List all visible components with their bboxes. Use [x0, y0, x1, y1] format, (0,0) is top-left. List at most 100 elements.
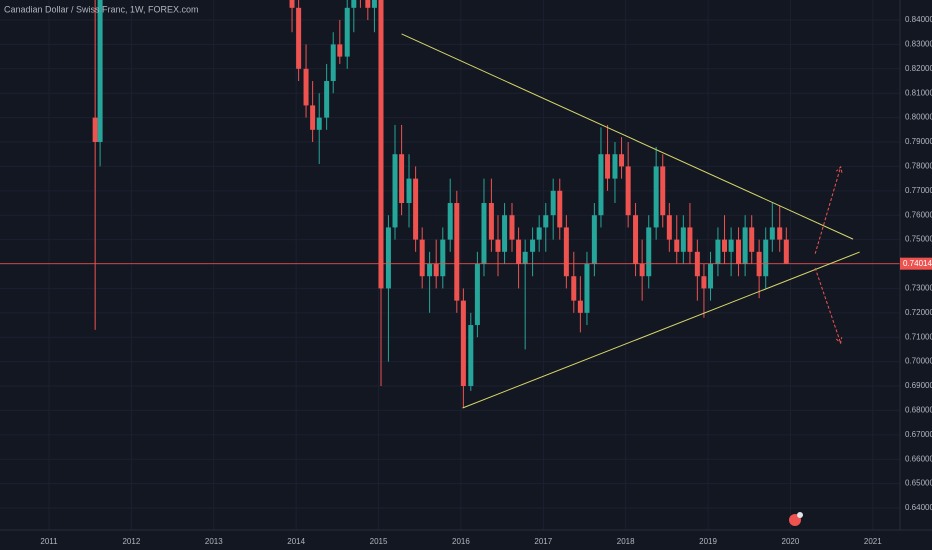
candle-body	[365, 0, 371, 8]
candle-body	[481, 203, 487, 265]
plot-area	[0, 0, 900, 409]
y-tick-label: 0.80000	[905, 113, 932, 122]
candle-body	[543, 215, 549, 228]
candle-body	[92, 117, 98, 143]
x-tick-label: 2014	[287, 537, 305, 546]
candle-body	[427, 264, 433, 277]
candle-body	[516, 239, 522, 265]
candle-body	[598, 154, 604, 216]
candle-body	[633, 215, 639, 265]
x-tick-label: 2011	[40, 537, 58, 546]
candle-body	[310, 105, 316, 130]
candle-body	[378, 0, 384, 289]
candle-body	[625, 166, 631, 216]
candle-body	[399, 154, 405, 204]
candle-body	[474, 264, 480, 326]
y-tick-label: 0.66000	[905, 454, 932, 463]
y-tick-label: 0.78000	[905, 162, 932, 171]
candle-body	[530, 239, 536, 252]
candle-body	[591, 215, 597, 265]
candle-body	[674, 239, 680, 252]
candle-body	[742, 227, 748, 265]
candle-body	[289, 0, 295, 8]
candle-body	[392, 154, 398, 228]
x-tick-label: 2018	[617, 537, 635, 546]
last-price-label: 0.74014	[903, 259, 932, 268]
candle-body	[577, 300, 583, 313]
candle-body	[460, 300, 466, 387]
candle-body	[406, 178, 412, 204]
candle-body	[777, 227, 783, 240]
y-tick-label: 0.75000	[905, 235, 932, 244]
y-tick-label: 0.69000	[905, 381, 932, 390]
x-tick-label: 2019	[699, 537, 717, 546]
candle-body	[296, 7, 302, 69]
candle-body	[722, 239, 728, 252]
candle-body	[571, 276, 577, 301]
candle-body	[783, 239, 789, 264]
y-tick-label: 0.79000	[905, 137, 932, 146]
candle-body	[447, 203, 453, 240]
y-tick-label: 0.77000	[905, 186, 932, 195]
arrow	[814, 267, 843, 345]
candle-body	[316, 117, 322, 130]
x-tick-label: 2021	[864, 537, 882, 546]
candle-body	[736, 239, 742, 265]
candle-body	[344, 7, 350, 57]
y-tick-label: 0.73000	[905, 284, 932, 293]
candle-body	[728, 239, 734, 252]
candle-body	[715, 239, 721, 265]
y-tick-label: 0.83000	[905, 40, 932, 49]
candle-body	[749, 227, 755, 252]
candle-body	[324, 81, 330, 118]
y-tick-label: 0.72000	[905, 308, 932, 317]
y-tick-label: 0.64000	[905, 503, 932, 512]
x-tick-label: 2015	[370, 537, 388, 546]
arrow	[814, 165, 843, 254]
candle-body	[612, 154, 618, 179]
y-tick-label: 0.71000	[905, 332, 932, 341]
candle-body	[660, 166, 666, 216]
candle-body	[488, 203, 494, 240]
candle-body	[557, 190, 563, 228]
x-tick-label: 2013	[205, 537, 223, 546]
x-tick-label: 2016	[452, 537, 470, 546]
y-tick-label: 0.68000	[905, 406, 932, 415]
candle-body	[646, 227, 652, 277]
y-tick-label: 0.81000	[905, 88, 932, 97]
candle-body	[639, 264, 645, 277]
candle-body	[584, 264, 590, 313]
candle-body	[550, 190, 556, 216]
candle-body	[680, 227, 686, 252]
y-tick-label: 0.84000	[905, 15, 932, 24]
candle-body	[522, 251, 528, 265]
candle-body	[605, 154, 611, 179]
candle-body	[337, 44, 343, 57]
trend-line	[462, 251, 860, 409]
axes: 0.64000 0.65000 0.66000 0.67000 0.68000 0.690…	[40, 15, 932, 546]
candle-body	[419, 239, 425, 277]
candle-body	[502, 215, 508, 252]
candle-body	[536, 227, 542, 240]
candle-body	[433, 264, 439, 277]
candle-body	[330, 44, 336, 82]
chart-title: Canadian Dollar / Swiss Franc, 1W, FOREX…	[4, 4, 199, 14]
candle-body	[763, 239, 769, 277]
x-tick-label: 2012	[122, 537, 140, 546]
candle-body	[563, 227, 569, 277]
candle-body	[619, 154, 625, 167]
candle-body	[687, 227, 693, 252]
candle-body	[303, 68, 309, 106]
y-tick-label: 0.67000	[905, 430, 932, 439]
candle-body	[495, 239, 501, 252]
y-tick-label: 0.70000	[905, 357, 932, 366]
trend-line	[401, 33, 854, 240]
candle-body	[351, 0, 357, 8]
candle-body	[371, 0, 377, 8]
candle-body	[769, 227, 775, 240]
x-tick-label: 2017	[534, 537, 552, 546]
candle-body	[653, 166, 659, 228]
